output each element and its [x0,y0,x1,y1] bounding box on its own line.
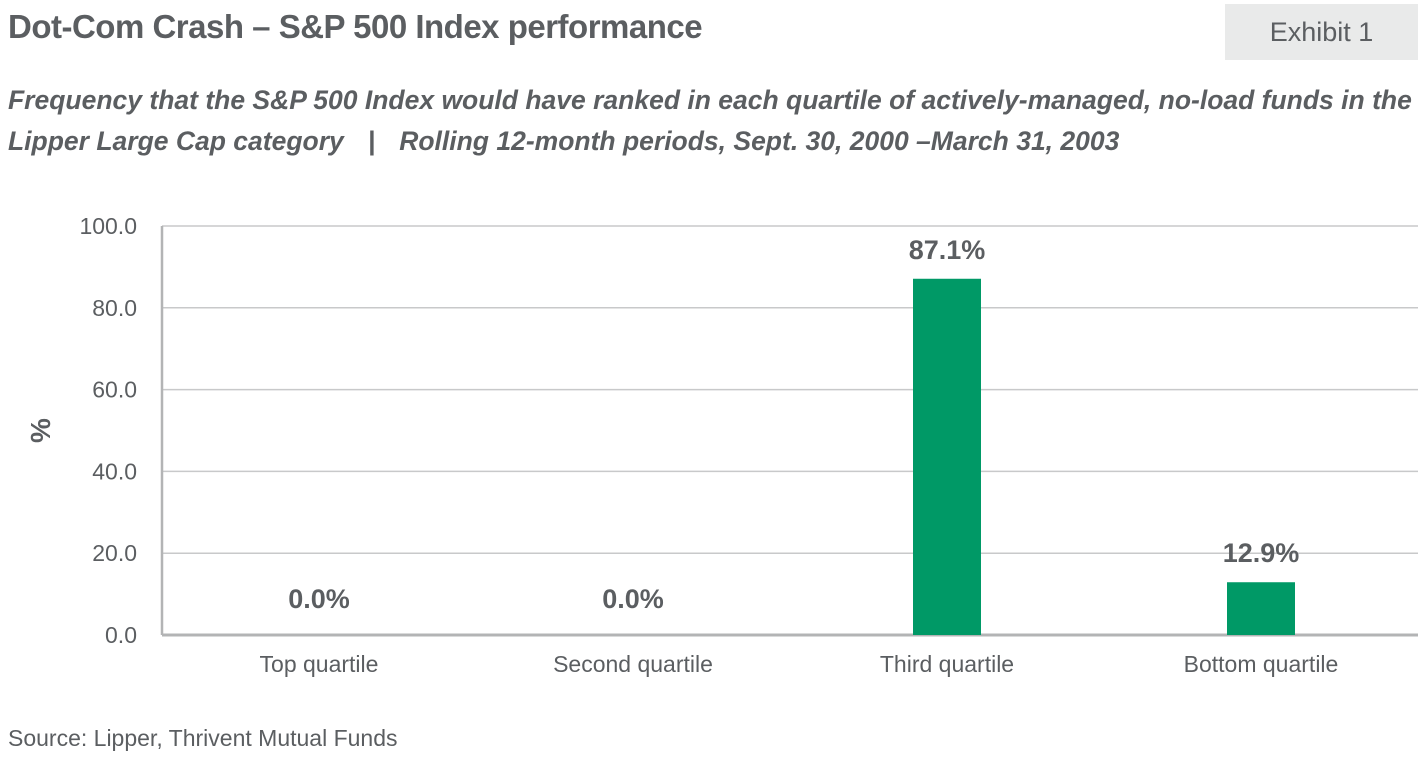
x-category-label: Bottom quartile [1184,651,1339,677]
source-note: Source: Lipper, Thrivent Mutual Funds [8,725,398,751]
bar [913,278,981,635]
bar-data-label: 87.1% [909,235,986,265]
y-tick-label: 80.0 [92,295,137,321]
y-tick-label: 20.0 [92,540,137,566]
subtitle-separator: | [367,126,376,156]
exhibit-badge: Exhibit 1 [1225,4,1418,60]
labels: 0.0 20.0 40.0 60.0 80.0 100.0% 0.0% Top quartil… [25,213,1338,677]
y-tick-label: 100.0 [79,213,137,239]
bar-data-label: 0.0% [288,584,350,614]
bar-data-label: 0.0% [602,584,664,614]
bar [1227,582,1295,635]
y-tick-label: 0.0 [105,622,137,648]
y-tick-label: 40.0 [92,458,137,484]
y-tick-label: 60.0 [92,377,137,403]
chart-title: Dot-Com Crash – S&P 500 Index performanc… [8,8,703,45]
y-axis-title: % [25,418,56,443]
x-category-label: Second quartile [553,651,713,677]
bars [913,278,1295,635]
bar-data-label: 12.9% [1223,538,1300,568]
x-category-label: Top quartile [260,651,379,677]
x-category-label: Third quartile [880,651,1014,677]
chart-subtitle: Frequency that the S&P 500 Index would h… [8,80,1413,162]
axes [160,226,1418,637]
gridlines [162,225,1418,554]
subtitle-period: Rolling 12-month periods, Sept. 30, 2000… [399,126,1120,156]
subtitle-description: Frequency that the S&P 500 Index would h… [8,85,1412,156]
